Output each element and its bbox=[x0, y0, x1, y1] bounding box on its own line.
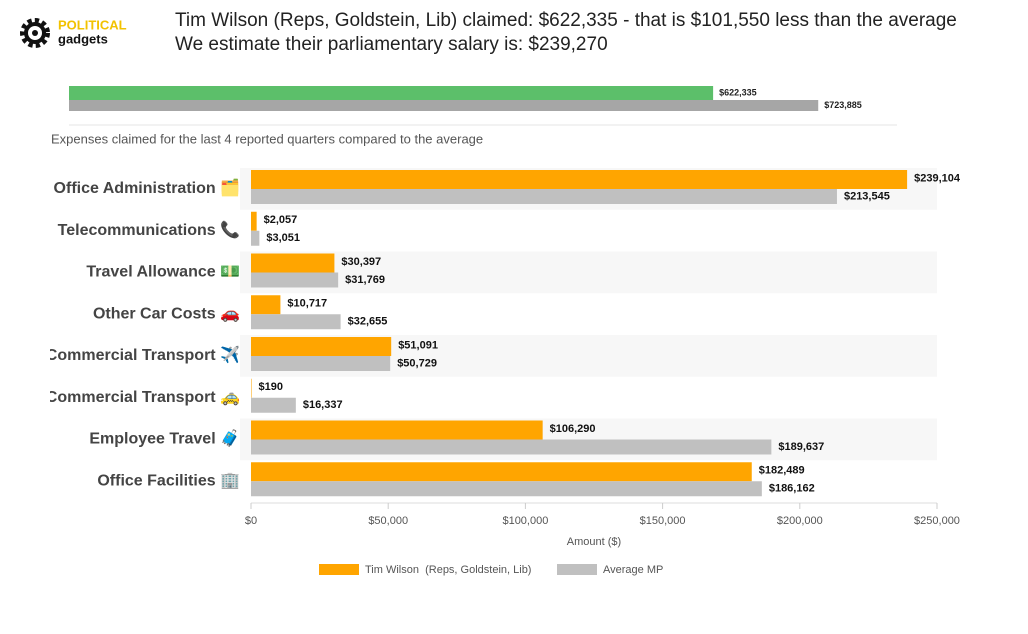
header-line: Tim Wilson (Reps, Goldstein, Lib) claime… bbox=[175, 10, 957, 31]
value-label: $16,337 bbox=[303, 399, 343, 411]
legend-label: Tim Wilson (Reps, Goldstein, Lib) bbox=[365, 564, 531, 576]
bar bbox=[251, 356, 391, 371]
logo-gear bbox=[20, 18, 50, 48]
category-label: Office Facilities 🏢 bbox=[97, 472, 240, 489]
category-label: Other Car Costs 🚗 bbox=[93, 305, 240, 322]
legend-swatch bbox=[319, 564, 359, 575]
bar bbox=[251, 397, 296, 413]
bar bbox=[69, 100, 819, 111]
category-label: Commercial Transport ✈️ bbox=[46, 345, 240, 364]
bar bbox=[251, 272, 339, 288]
legend-label: Average MP bbox=[603, 564, 663, 576]
value-label: $30,397 bbox=[341, 256, 381, 268]
value-label: $31,769 bbox=[345, 274, 385, 286]
value-label: $189,637 bbox=[778, 441, 824, 453]
category-label: Telecommunications 📞 bbox=[58, 219, 240, 239]
value-label: $51,091 bbox=[398, 339, 438, 351]
logo-gear-hub bbox=[32, 30, 38, 36]
value-label: $2,057 bbox=[264, 214, 298, 226]
bar bbox=[251, 211, 257, 231]
bar bbox=[251, 295, 281, 315]
bar bbox=[251, 314, 341, 330]
category-label: Travel Allowance 💵 bbox=[86, 264, 240, 281]
header-line: We estimate their parliamentary salary i… bbox=[175, 34, 608, 55]
category-labels: Office Administration 🗂️ Telecommunicatio… bbox=[46, 178, 240, 489]
value-label: $182,489 bbox=[759, 465, 805, 477]
x-tick-label: $50,000 bbox=[368, 515, 408, 527]
value-label: $3,051 bbox=[266, 232, 300, 244]
value-label: $50,729 bbox=[397, 357, 437, 369]
bar bbox=[251, 230, 260, 246]
value-label: $106,290 bbox=[550, 423, 596, 435]
value-label: $10,717 bbox=[287, 298, 327, 310]
x-tick-label: $100,000 bbox=[502, 515, 548, 527]
x-tick-label: $250,000 bbox=[914, 515, 960, 527]
bar bbox=[251, 253, 335, 273]
category-label: Commercial Transport 🚕 bbox=[46, 389, 240, 406]
bar bbox=[251, 378, 252, 398]
x-tick-label: $200,000 bbox=[777, 515, 823, 527]
x-axis-label: Amount ($) bbox=[567, 536, 621, 548]
value-label: $186,162 bbox=[769, 483, 815, 495]
value-label: $190 bbox=[259, 381, 283, 393]
bar bbox=[251, 420, 543, 440]
bar bbox=[251, 337, 392, 356]
logo-text: gadgets bbox=[58, 31, 108, 46]
logo-gear-ring bbox=[24, 22, 46, 44]
category-label: Office Administration 🗂️ bbox=[54, 178, 240, 197]
chart-title: Expenses claimed for the last 4 reported… bbox=[51, 131, 483, 146]
value-label: $239,104 bbox=[914, 172, 961, 184]
value-label: $723,885 bbox=[824, 100, 862, 110]
value-label: $32,655 bbox=[348, 316, 388, 328]
bar bbox=[251, 170, 908, 189]
legend-swatch bbox=[557, 564, 597, 575]
x-tick-label: $150,000 bbox=[640, 515, 686, 527]
bar bbox=[251, 439, 772, 455]
bar bbox=[251, 462, 752, 482]
bar bbox=[69, 86, 714, 100]
value-label: $213,545 bbox=[844, 190, 890, 202]
bar bbox=[251, 481, 762, 497]
bar bbox=[251, 189, 837, 204]
logo-text: POLITICAL bbox=[58, 17, 127, 32]
value-label: $622,335 bbox=[719, 87, 757, 97]
row-stripe bbox=[240, 251, 937, 294]
x-tick-label: $0 bbox=[245, 515, 257, 527]
category-label: Employee Travel 🧳 bbox=[89, 429, 240, 448]
logo: POLITICAL gadgets bbox=[20, 17, 127, 48]
